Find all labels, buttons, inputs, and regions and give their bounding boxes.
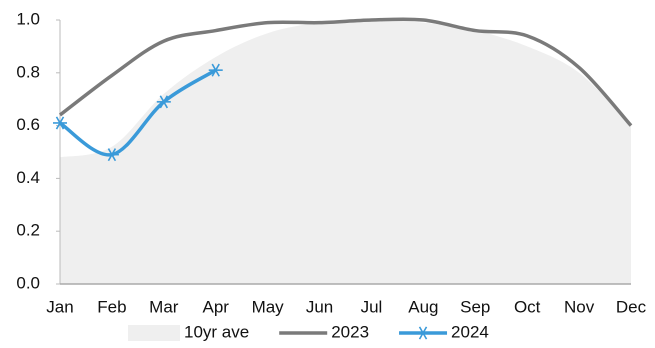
legend-label: 2023 bbox=[331, 322, 369, 341]
x-tick-label: Aug bbox=[408, 297, 438, 316]
x-tick-label: Jun bbox=[306, 297, 333, 316]
marker bbox=[104, 148, 119, 162]
y-tick-label: 0.8 bbox=[16, 62, 40, 81]
marker-stroke bbox=[418, 326, 428, 340]
marker bbox=[156, 95, 171, 109]
x-tick-label: May bbox=[252, 297, 285, 316]
y-tick-label: 0.6 bbox=[16, 115, 40, 134]
y-tick-label: 0.4 bbox=[16, 168, 40, 187]
line bbox=[58, 68, 217, 157]
y-tick-label: 1.0 bbox=[16, 9, 40, 28]
marker-stroke bbox=[159, 95, 169, 109]
legend-swatch bbox=[128, 325, 180, 341]
marker bbox=[208, 63, 223, 77]
marker bbox=[53, 116, 67, 130]
line bbox=[58, 17, 633, 127]
marker-stroke bbox=[211, 63, 220, 77]
y-tick-label: 0.2 bbox=[16, 221, 40, 240]
x-tick-label: Jul bbox=[361, 297, 383, 316]
marker-stroke bbox=[107, 148, 117, 162]
x-tick-label: Feb bbox=[97, 297, 126, 316]
x-tick-label: Dec bbox=[616, 297, 647, 316]
x-tick-label: Oct bbox=[514, 297, 541, 316]
y-tick-label: 0.0 bbox=[16, 273, 40, 292]
x-tick-label: Sep bbox=[460, 297, 490, 316]
legend-label: 10yr ave bbox=[184, 322, 249, 341]
area bbox=[60, 20, 631, 284]
x-tick-label: Apr bbox=[202, 297, 229, 316]
x-tick-label: Jan bbox=[46, 297, 73, 316]
x-tick-label: Nov bbox=[564, 297, 595, 316]
marker bbox=[416, 326, 431, 340]
x-tick-label: Mar bbox=[149, 297, 179, 316]
legend-label: 2024 bbox=[451, 322, 489, 341]
marker-stroke bbox=[55, 116, 65, 130]
